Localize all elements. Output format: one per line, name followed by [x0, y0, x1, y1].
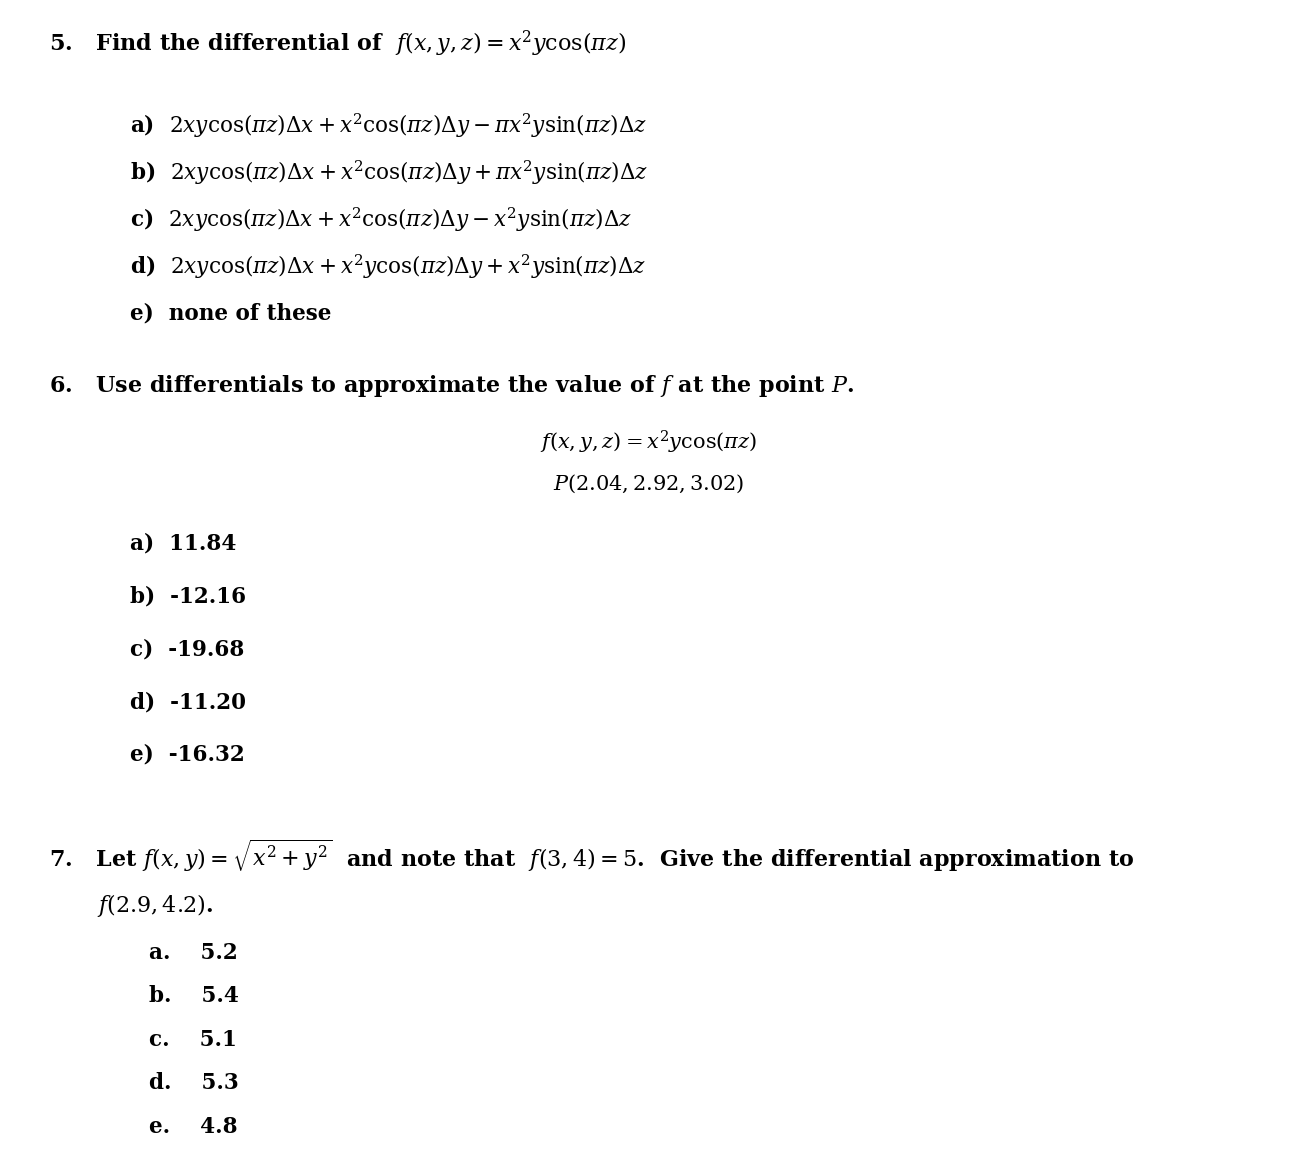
Text: e)  -16.32: e) -16.32 — [130, 744, 244, 766]
Text: d)  -11.20: d) -11.20 — [130, 691, 245, 713]
Text: a.    5.2: a. 5.2 — [149, 942, 238, 963]
Text: $f(2.9, 4.2)$.: $f(2.9, 4.2)$. — [97, 893, 214, 918]
Text: b)  $2xy\cos(\pi z)\Delta x + x^2\cos(\pi z)\Delta y + \pi x^2 y\sin(\pi z)\Delt: b) $2xy\cos(\pi z)\Delta x + x^2\cos(\pi… — [130, 159, 648, 187]
Text: c)  $2xy\cos(\pi z)\Delta x + x^2\cos(\pi z)\Delta y - x^2 y\sin(\pi z)\Delta z$: c) $2xy\cos(\pi z)\Delta x + x^2\cos(\pi… — [130, 206, 632, 234]
Text: $f(x, y, z) =x^2 y\cos(\pi z)$: $f(x, y, z) =x^2 y\cos(\pi z)$ — [540, 428, 758, 456]
Text: $P(2.04, 2.92, 3.02)$: $P(2.04, 2.92, 3.02)$ — [553, 472, 745, 495]
Text: e.    4.8: e. 4.8 — [149, 1116, 238, 1137]
Text: d.    5.3: d. 5.3 — [149, 1073, 239, 1094]
Text: c.    5.1: c. 5.1 — [149, 1029, 238, 1050]
Text: b)  -12.16: b) -12.16 — [130, 586, 245, 607]
Text: a)  11.84: a) 11.84 — [130, 533, 236, 554]
Text: d)  $2xy\cos(\pi z)\Delta x + x^2 y\cos(\pi z)\Delta y + x^2 y\sin(\pi z)\Delta : d) $2xy\cos(\pi z)\Delta x + x^2 y\cos(\… — [130, 253, 646, 281]
Text: c)  -19.68: c) -19.68 — [130, 639, 244, 660]
Text: b.    5.4: b. 5.4 — [149, 985, 239, 1007]
Text: 6.   Use differentials to approximate the value of $f$ at the point $P$.: 6. Use differentials to approximate the … — [49, 373, 855, 399]
Text: a)  $2xy\cos(\pi z)\Delta x + x^2\cos(\pi z)\Delta y - \pi x^2 y\sin(\pi z)\Delt: a) $2xy\cos(\pi z)\Delta x + x^2\cos(\pi… — [130, 112, 646, 140]
Text: 5.   Find the differential of  $f(x, y, z) = x^2 y\cos(\pi z)$: 5. Find the differential of $f(x, y, z) … — [49, 28, 627, 59]
Text: e)  none of these: e) none of these — [130, 303, 331, 325]
Text: 7.   Let $f(x, y) = \sqrt{x^2 + y^2}$  and note that  $f(3, 4) = 5$.  Give the d: 7. Let $f(x, y) = \sqrt{x^2 + y^2}$ and … — [49, 838, 1134, 874]
